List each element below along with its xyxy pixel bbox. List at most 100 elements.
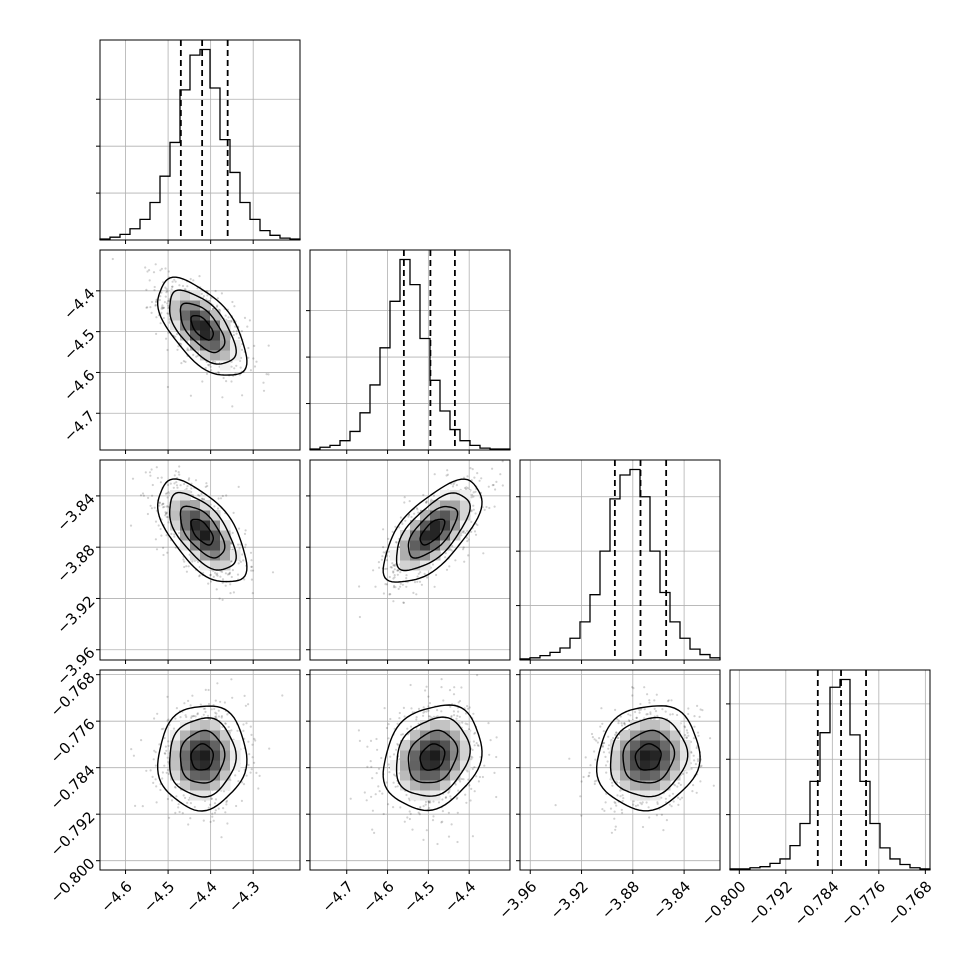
scatter-point — [470, 787, 473, 791]
scatter-point — [240, 799, 243, 803]
scatter-point — [165, 771, 168, 774]
scatter-point — [150, 300, 154, 304]
scatter-point — [131, 477, 135, 480]
scatter-point — [243, 532, 247, 536]
x-tick-label: −3.92 — [547, 878, 592, 923]
scatter-point — [193, 714, 196, 718]
scatter-point — [250, 569, 253, 572]
scatter-point — [145, 769, 148, 772]
density-cell — [460, 490, 471, 501]
scatter-point — [374, 585, 377, 588]
scatter-point — [579, 795, 582, 798]
scatter-point — [185, 487, 188, 490]
scatter-point — [211, 812, 214, 815]
scatter-point — [153, 289, 156, 292]
scatter-point — [424, 689, 427, 692]
scatter-point — [223, 701, 226, 704]
density-cell — [190, 550, 201, 561]
scatter-point — [488, 506, 491, 510]
scatter-point — [194, 479, 198, 482]
scatter-point — [588, 771, 591, 774]
density-cell — [410, 550, 421, 561]
scatter-point — [145, 288, 148, 291]
scatter-point — [196, 712, 199, 715]
scatter-point — [224, 584, 227, 587]
scatter-point — [600, 707, 603, 710]
hist-panel-0 — [96, 39, 301, 244]
scatter-point — [258, 774, 261, 778]
scatter-point — [448, 565, 451, 568]
scatter-point — [155, 332, 158, 335]
scatter-point — [177, 345, 180, 348]
scatter-point — [187, 699, 190, 703]
scatter-point — [171, 280, 174, 283]
scatter-point — [392, 600, 395, 603]
scatter-point — [214, 699, 217, 702]
scatter-point — [235, 804, 238, 808]
scatter-point — [160, 503, 164, 506]
scatter-point — [158, 501, 161, 505]
scatter-point — [226, 713, 229, 716]
scatter-point — [422, 838, 425, 842]
density-cell — [410, 560, 421, 571]
x-tick-label: −4.7 — [318, 878, 356, 916]
scatter-point — [174, 335, 177, 338]
scatter-point — [211, 308, 215, 311]
scatter-point — [469, 467, 472, 470]
scatter-point — [147, 496, 150, 499]
scatter-point — [215, 573, 218, 576]
density-cell — [390, 550, 401, 561]
scatter-point — [687, 712, 690, 716]
scatter-point — [216, 682, 219, 685]
scatter-point — [648, 699, 651, 702]
density-cell — [410, 520, 421, 531]
scatter-point — [157, 524, 160, 527]
scatter-point — [185, 570, 188, 573]
scatter-point — [255, 771, 258, 775]
scatter-point — [392, 564, 395, 567]
scatter-point — [220, 836, 223, 839]
scatter-point — [401, 522, 404, 526]
scatter-point — [183, 482, 186, 486]
scatter-point — [184, 714, 187, 717]
scatter-point — [230, 560, 233, 563]
scatter-point — [199, 703, 202, 706]
density-cell — [210, 540, 221, 551]
scatter-point — [230, 542, 233, 545]
scatter-point — [149, 474, 152, 477]
scatter-point — [250, 578, 253, 581]
scatter-point — [154, 520, 158, 523]
scatter-point — [441, 820, 444, 823]
scatter-point — [610, 831, 614, 834]
scatter-point — [213, 802, 217, 805]
scatter-point — [213, 505, 216, 508]
scatter-point — [190, 715, 193, 718]
scatter-point — [408, 810, 411, 813]
scatter-point — [227, 316, 230, 319]
scatter-point — [227, 725, 230, 729]
scatter-point — [173, 474, 176, 477]
scatter-point — [492, 483, 495, 487]
scatter-point — [205, 372, 209, 375]
scatter-point — [186, 485, 189, 488]
scatter-point — [483, 764, 486, 767]
scatter-point — [159, 269, 162, 272]
scatter-point — [166, 385, 169, 389]
scatter-point — [216, 297, 219, 300]
scatter-point — [163, 764, 166, 767]
scatter-point — [723, 734, 725, 736]
scatter-point — [155, 300, 158, 303]
scatter-point — [149, 306, 152, 309]
scatter-point — [221, 494, 224, 498]
scatter-point — [220, 292, 223, 295]
scatter-point — [146, 306, 149, 309]
scatter-point — [165, 291, 168, 294]
scatter-point — [231, 569, 234, 572]
scatter-point — [189, 394, 192, 397]
scatter-point — [396, 569, 399, 572]
scatter-point — [641, 825, 645, 829]
contour-level-0 — [419, 518, 446, 546]
scatter-point — [358, 739, 361, 743]
scatter-point — [452, 483, 455, 486]
scatter-point — [179, 484, 182, 487]
